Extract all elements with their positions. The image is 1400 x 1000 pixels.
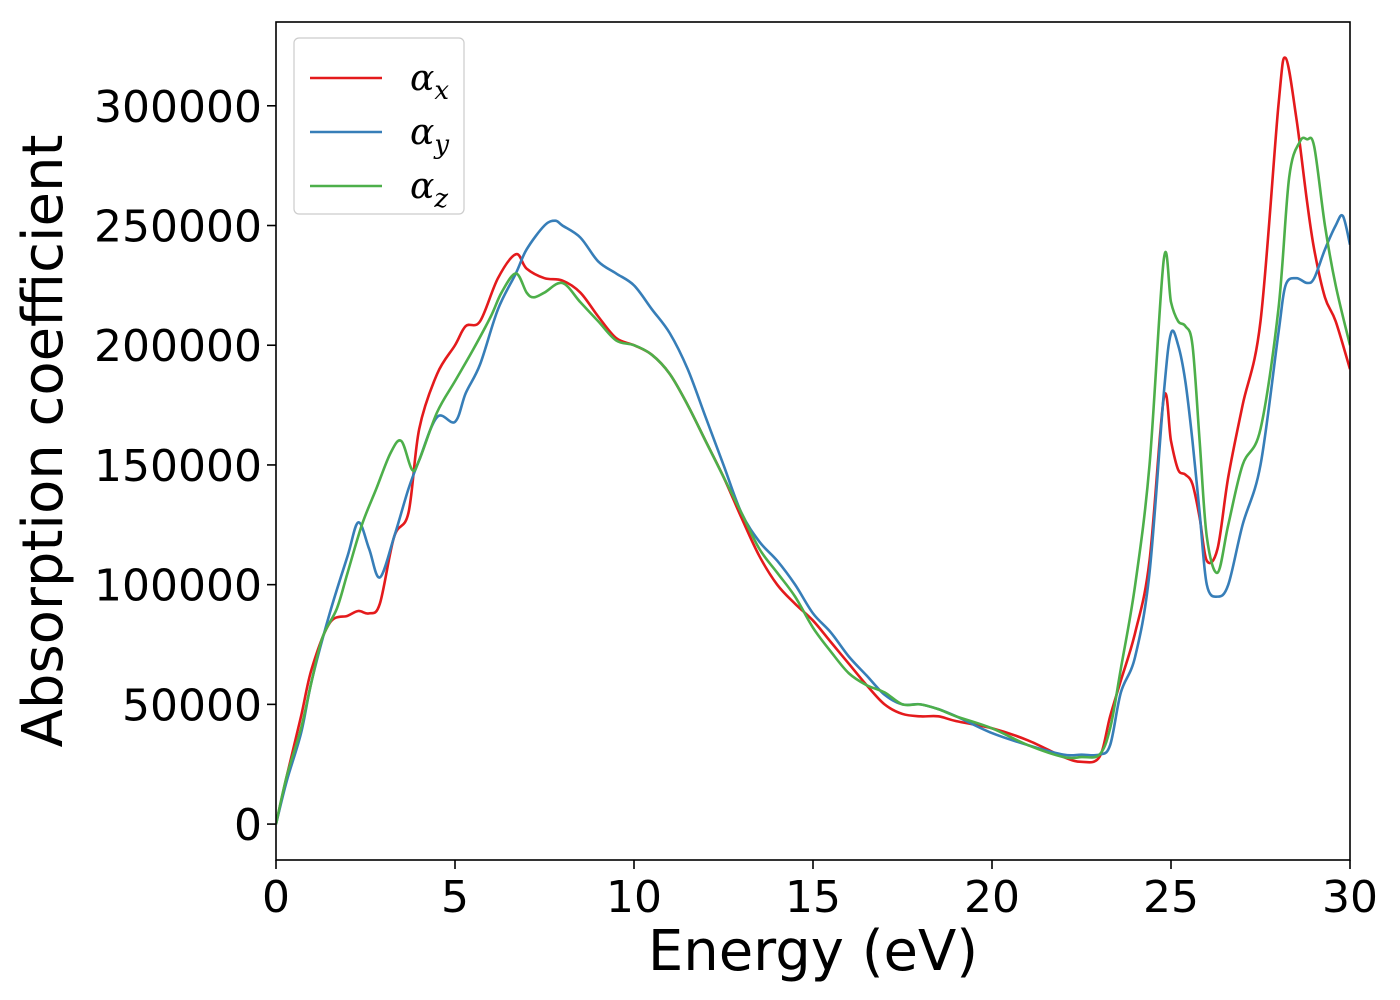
legend-entry-alpha-x: αx [410, 58, 449, 106]
legend-entry-alpha-y: αy [410, 112, 449, 160]
x-axis-label: Energy (eV) [648, 919, 978, 984]
legend: αx αy αz [293, 37, 465, 215]
y-tick-label: 150000 [94, 441, 262, 492]
y-axis-ticks: 0 50000 100000 150000 200000 250000 300000 [94, 82, 276, 851]
y-tick-label: 250000 [94, 202, 262, 253]
x-tick-label: 0 [262, 872, 290, 923]
x-tick-label: 10 [606, 872, 662, 923]
x-axis-ticks: 0 5 10 15 20 25 30 [262, 860, 1378, 923]
x-tick-label: 5 [441, 872, 469, 923]
series-line-alpha-z [276, 136, 1350, 825]
y-tick-label: 300000 [94, 82, 262, 133]
y-tick-label: 100000 [94, 561, 262, 612]
legend-entry-alpha-z: αz [410, 166, 448, 214]
series-lines [276, 56, 1350, 825]
y-tick-label: 50000 [122, 680, 262, 731]
y-axis-label: Absorption coefficient [11, 135, 76, 748]
series-line-alpha-x [276, 56, 1350, 825]
series-line-alpha-y [276, 213, 1350, 825]
x-tick-label: 25 [1143, 872, 1199, 923]
y-tick-label: 0 [234, 800, 262, 851]
y-tick-label: 200000 [94, 321, 262, 372]
legend-box [293, 37, 465, 215]
x-tick-label: 30 [1322, 872, 1378, 923]
x-tick-label: 20 [964, 872, 1020, 923]
x-tick-label: 15 [785, 872, 841, 923]
